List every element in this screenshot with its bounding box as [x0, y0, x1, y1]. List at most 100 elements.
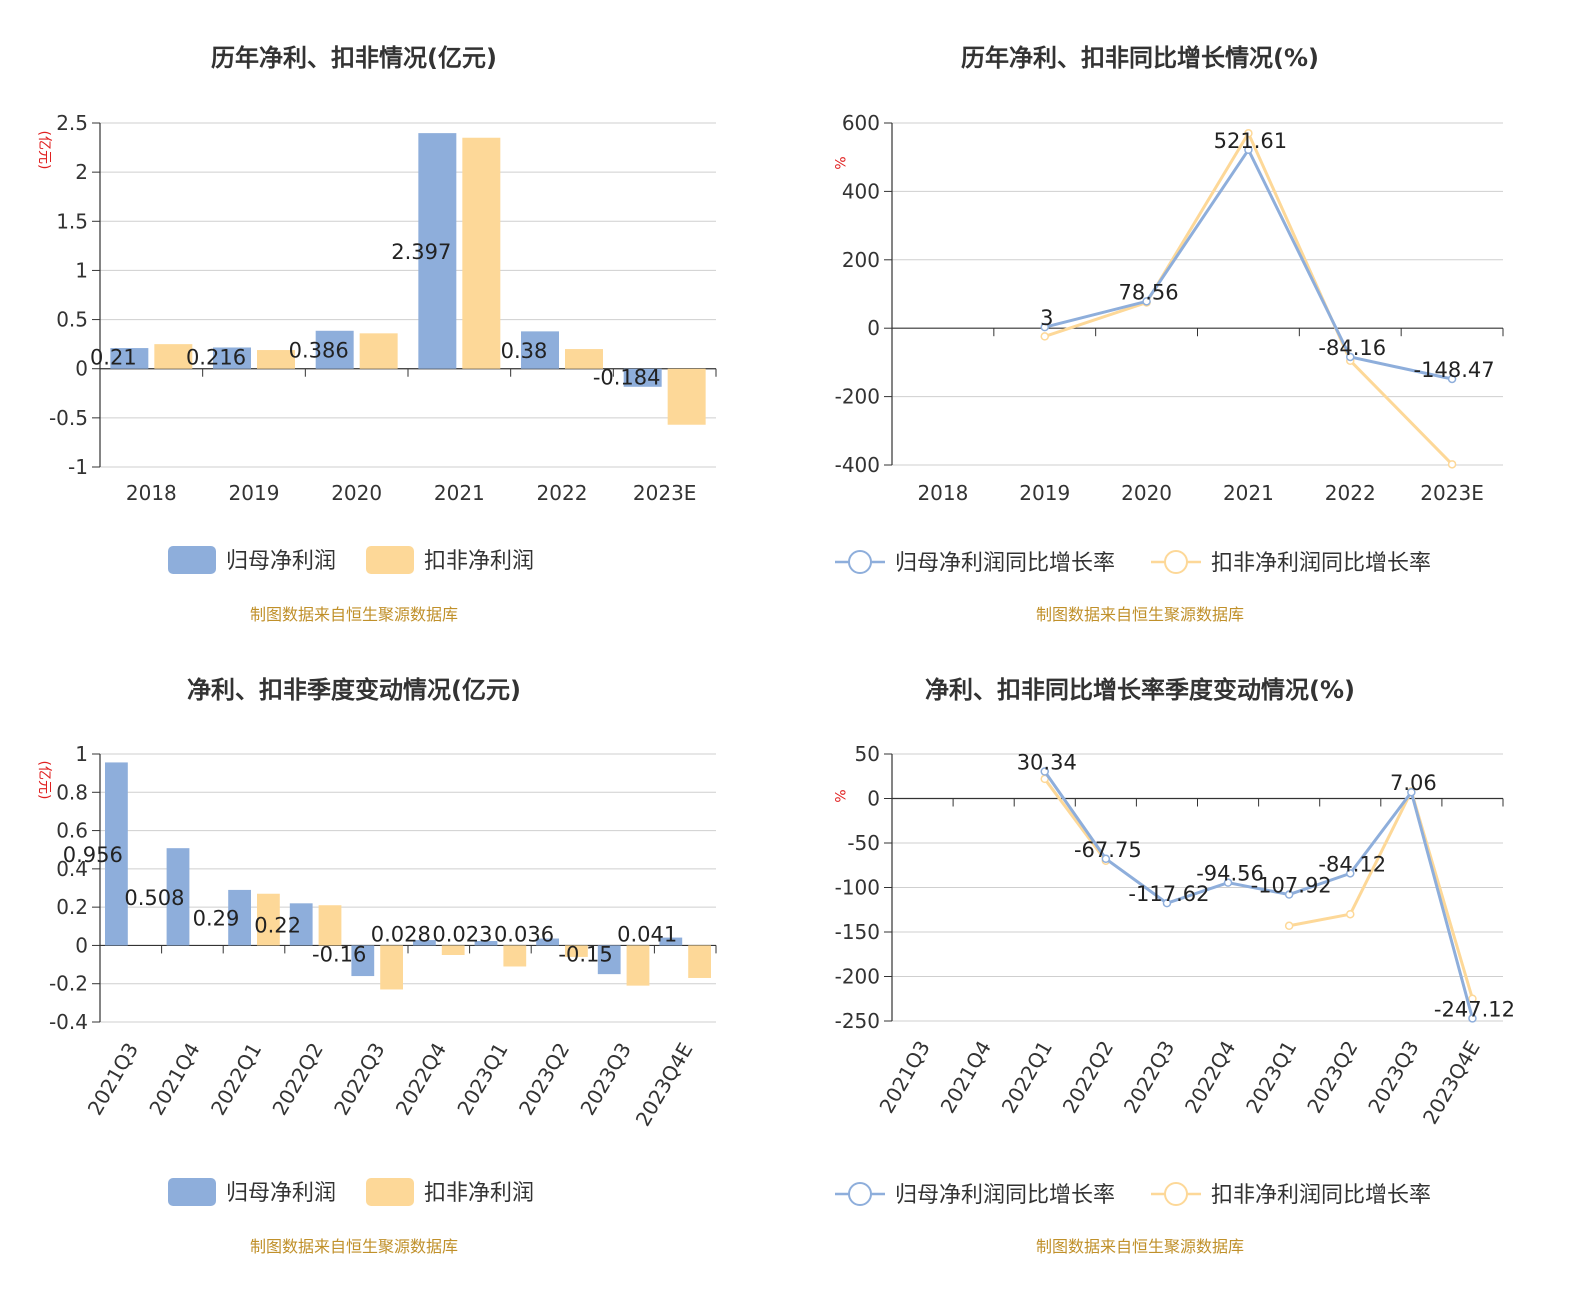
y-tick-label: 200 — [842, 248, 880, 272]
bar-deducted-profit — [318, 905, 342, 946]
data-label: 7.06 — [1390, 771, 1437, 795]
x-category-label: 2022Q4 — [1180, 1037, 1240, 1118]
point-net-profit-growth — [1040, 322, 1049, 332]
legend-marker-deducted-profit-growth — [1164, 550, 1188, 574]
x-category-label: 2023Q1 — [1241, 1037, 1301, 1118]
data-label: 0.041 — [617, 922, 677, 946]
x-category-label: 2023Q3 — [575, 1039, 635, 1120]
bar-net-profit — [597, 945, 621, 975]
legend-label-deducted-profit: 扣非净利润 — [424, 549, 534, 574]
point-deducted-profit-growth — [1346, 909, 1355, 919]
bar-deducted-profit — [257, 893, 280, 946]
legend-marker-deducted-profit-growth — [1164, 1182, 1188, 1206]
y-tick-label: 0 — [867, 316, 880, 340]
line-net-profit-growth — [1043, 770, 1474, 1019]
line-deducted-profit-growth — [1044, 130, 1454, 466]
bar-net-profit — [659, 937, 683, 946]
data-label: -117.62 — [1128, 882, 1209, 906]
x-category-label: 2018 — [126, 481, 177, 505]
bar-net-profit — [474, 941, 498, 946]
legend-swatch-deducted-profit — [366, 546, 414, 574]
chart-quarterly-profit: 净利、扣非季度变动情况(亿元) (亿元) 1 0.8 0.6 0.4 0.2 0 -0.2 -0.… — [36, 676, 717, 1256]
y-unit-label: % — [831, 789, 847, 802]
point-net-profit-growth — [1346, 352, 1355, 362]
point-deducted-profit-growth — [1468, 994, 1477, 1003]
bar-deducted-profit — [565, 349, 603, 369]
x-category-label: 2022Q3 — [1119, 1037, 1179, 1118]
y-tick-label: 600 — [842, 111, 880, 135]
data-label: 0.036 — [494, 922, 554, 946]
x-category-label: 2022Q2 — [1058, 1037, 1118, 1118]
x-category-label: 2022Q4 — [391, 1039, 451, 1120]
y-tick-label: -0.5 — [49, 406, 88, 430]
bar-deducted-profit — [359, 333, 398, 369]
data-label: -94.56 — [1196, 862, 1264, 886]
point-net-profit-growth — [1468, 1014, 1477, 1023]
y-tick-label: -0.4 — [49, 1010, 88, 1034]
bar-deducted-profit — [257, 350, 295, 369]
bar-deducted-profit — [503, 945, 527, 967]
y-tick-label: 50 — [855, 742, 880, 766]
bar-deducted-profit — [154, 344, 193, 369]
y-unit-label: (亿元) — [36, 131, 52, 170]
data-label: -67.75 — [1074, 838, 1142, 862]
point-deducted-profit-growth — [1447, 460, 1457, 469]
y-tick-label: 0 — [867, 787, 880, 811]
data-label: -84.16 — [1318, 336, 1386, 360]
line-deducted-profit-growth — [1043, 778, 1108, 862]
x-category-label: 2020 — [331, 481, 382, 505]
bar-net-profit — [351, 945, 375, 977]
data-label: 0.956 — [63, 843, 123, 867]
x-category-label: 2023Q3 — [1363, 1037, 1423, 1118]
bar-net-profit — [315, 330, 354, 369]
data-label: 0.21 — [90, 346, 137, 370]
data-label: 0.508 — [124, 886, 184, 910]
x-category-label: 2018 — [917, 481, 968, 505]
y-tick-label: 2.5 — [56, 111, 88, 135]
data-label: 0.38 — [501, 339, 548, 363]
legend-label-net-profit: 归母净利润 — [226, 1181, 336, 1206]
source-note: 制图数据来自恒生聚源数据库 — [250, 1237, 458, 1256]
data-label: -0.15 — [558, 942, 612, 966]
legend-label-net-profit: 归母净利润 — [226, 549, 336, 574]
y-tick-label: -1 — [68, 455, 88, 479]
point-deducted-profit-growth — [1040, 332, 1049, 341]
x-category-label: 2022Q3 — [329, 1039, 389, 1120]
legend-swatch-deducted-profit — [366, 1178, 414, 1206]
x-category-label: 2022Q1 — [206, 1039, 266, 1120]
bar-deducted-profit — [441, 945, 465, 955]
data-label: 0.216 — [186, 346, 246, 370]
data-label: -148.47 — [1414, 358, 1495, 382]
legend-label-deducted-profit-growth: 扣非净利润同比增长率 — [1211, 551, 1431, 576]
source-note: 制图数据来自恒生聚源数据库 — [1036, 605, 1244, 624]
bar-net-profit — [623, 368, 662, 387]
data-label: 30.34 — [1017, 750, 1077, 774]
x-category-label: 2022 — [1325, 481, 1376, 505]
y-tick-label: 0.8 — [56, 780, 88, 804]
legend-label-deducted-profit: 扣非净利润 — [424, 1181, 534, 1206]
data-label: 0.22 — [254, 913, 301, 937]
point-net-profit-growth — [1142, 297, 1151, 306]
y-tick-label: -250 — [835, 1009, 880, 1033]
y-tick-label: 0.4 — [56, 857, 88, 881]
y-tick-label: 400 — [842, 179, 880, 203]
y-tick-label: -150 — [835, 920, 880, 944]
data-label: -84.12 — [1318, 852, 1386, 876]
data-label: 0.386 — [289, 339, 349, 363]
point-net-profit-growth — [1447, 374, 1457, 384]
y-tick-label: 0 — [75, 933, 88, 957]
data-label: 3 — [1040, 306, 1053, 330]
y-tick-label: -200 — [835, 385, 880, 409]
legend-label-deducted-profit-growth: 扣非净利润同比增长率 — [1211, 1183, 1431, 1208]
bar-net-profit — [110, 348, 149, 369]
chart-title: 净利、扣非同比增长率季度变动情况(%) — [925, 676, 1355, 704]
x-category-label: 2023E — [633, 481, 697, 505]
y-tick-label: -50 — [847, 831, 880, 855]
chart-quarterly-growth: 净利、扣非同比增长率季度变动情况(%)% 50 0 -50 -100 -150 -200 -2… — [831, 676, 1515, 1256]
bar-net-profit — [418, 133, 457, 369]
line-net-profit-growth — [1044, 146, 1453, 381]
chart-title: 净利、扣非季度变动情况(亿元) — [187, 676, 521, 704]
bar-deducted-profit — [565, 945, 588, 957]
x-category-label: 2022Q2 — [267, 1039, 327, 1120]
x-category-label: 2021Q4 — [936, 1037, 996, 1118]
